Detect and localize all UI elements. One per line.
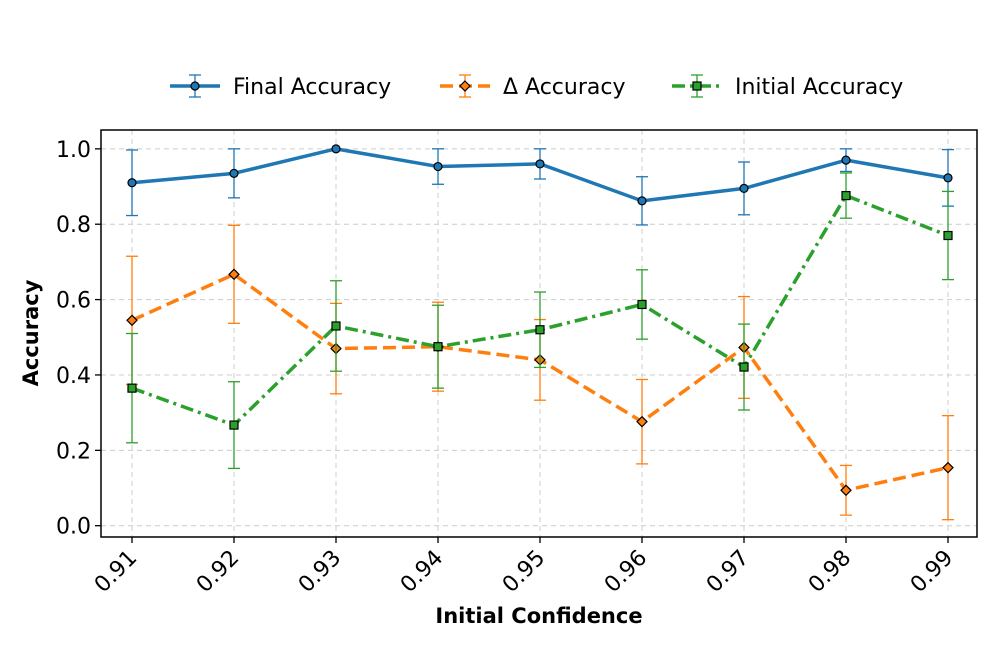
y-tick-label: 0.0 (56, 515, 91, 540)
x-tick-label: 0.93 (294, 546, 346, 598)
data-point (535, 159, 545, 169)
x-axis-title: Initial Confidence (435, 604, 642, 628)
data-point (228, 268, 240, 281)
axis-ticks: 0.0 0.2 0.4 0.6 0.8 1.0 0.91 0.92 0.93 0.94 0.95 0.… (56, 138, 958, 598)
data-point (942, 461, 954, 474)
data-point (127, 383, 137, 393)
data-point (433, 161, 443, 172)
data-point (943, 230, 953, 241)
data-point (841, 155, 851, 165)
data-point (637, 299, 647, 310)
legend-marker (692, 81, 702, 91)
x-tick-label: 0.98 (804, 546, 856, 598)
data-point (433, 342, 443, 352)
x-tick-label: 0.99 (906, 546, 958, 598)
data-point (943, 173, 953, 183)
x-tick-label: 0.94 (396, 546, 448, 598)
legend-entry: Δ Accuracy (440, 74, 625, 100)
series-line (131, 193, 949, 427)
data-point (127, 178, 137, 188)
y-tick-label: 0.2 (56, 439, 91, 464)
data-point (637, 196, 647, 206)
data-point (331, 144, 341, 154)
plot-frame (100, 129, 978, 538)
x-tick-label: 0.92 (192, 546, 244, 598)
data-point (535, 325, 545, 335)
data-point (739, 183, 749, 194)
y-tick-label: 1.0 (56, 138, 91, 163)
data-point (331, 321, 341, 331)
data-point (840, 484, 852, 497)
y-tick-label: 0.8 (56, 213, 91, 238)
y-tick-label: 0.4 (56, 364, 91, 389)
legend-label: Δ Accuracy (503, 75, 625, 100)
data-point (229, 168, 239, 178)
legend-entry: Initial Accuracy (672, 74, 903, 100)
y-tick-label: 0.6 (56, 289, 91, 314)
x-tick-label: 0.95 (498, 546, 550, 598)
x-tick-label: 0.96 (600, 546, 652, 598)
data-point (841, 190, 851, 201)
legend-entry: Final Accuracy (170, 74, 391, 100)
series-2 (126, 172, 954, 470)
y-axis-title: Accuracy (19, 279, 43, 386)
x-tick-label: 0.91 (90, 546, 142, 598)
data-point (229, 420, 239, 430)
legend-marker (190, 81, 200, 91)
data-point (739, 362, 749, 372)
series-layer (126, 144, 954, 521)
legend-label: Final Accuracy (233, 75, 391, 100)
legend: Final Accuracy Δ Accuracy Initial Accuracy (170, 74, 903, 100)
data-point (126, 314, 138, 327)
legend-marker (459, 80, 471, 92)
legend-label: Initial Accuracy (735, 75, 903, 100)
data-point (636, 415, 648, 428)
x-tick-label: 0.97 (702, 546, 754, 598)
